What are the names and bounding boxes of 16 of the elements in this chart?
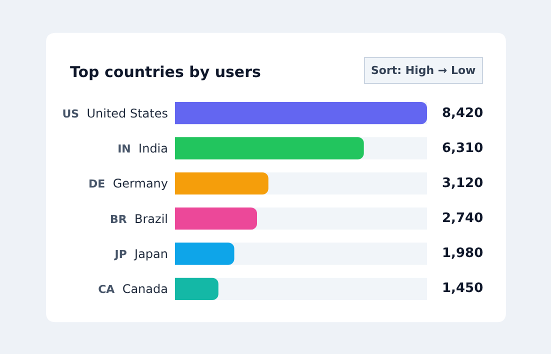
data-label: 1,450 xyxy=(442,281,484,296)
y-tick-label: DE Germany xyxy=(88,176,168,191)
y-tick-label: US United States xyxy=(62,106,168,120)
data-label: 3,120 xyxy=(442,176,484,191)
data-label: 8,420 xyxy=(442,106,484,121)
chart-title: Top countries by users xyxy=(70,63,262,81)
y-tick-label: CA Canada xyxy=(98,282,168,296)
data-label: 1,980 xyxy=(442,246,484,261)
data-label: 2,740 xyxy=(442,211,484,226)
y-tick-label: BR Brazil xyxy=(110,212,168,226)
y-tick-label: IN India xyxy=(118,141,168,156)
bar xyxy=(175,278,218,300)
data-label: 6,310 xyxy=(442,141,484,156)
bar xyxy=(175,242,234,265)
text: Sort: High → Low xyxy=(371,64,476,77)
y-tick-label: JP Japan xyxy=(114,246,168,261)
